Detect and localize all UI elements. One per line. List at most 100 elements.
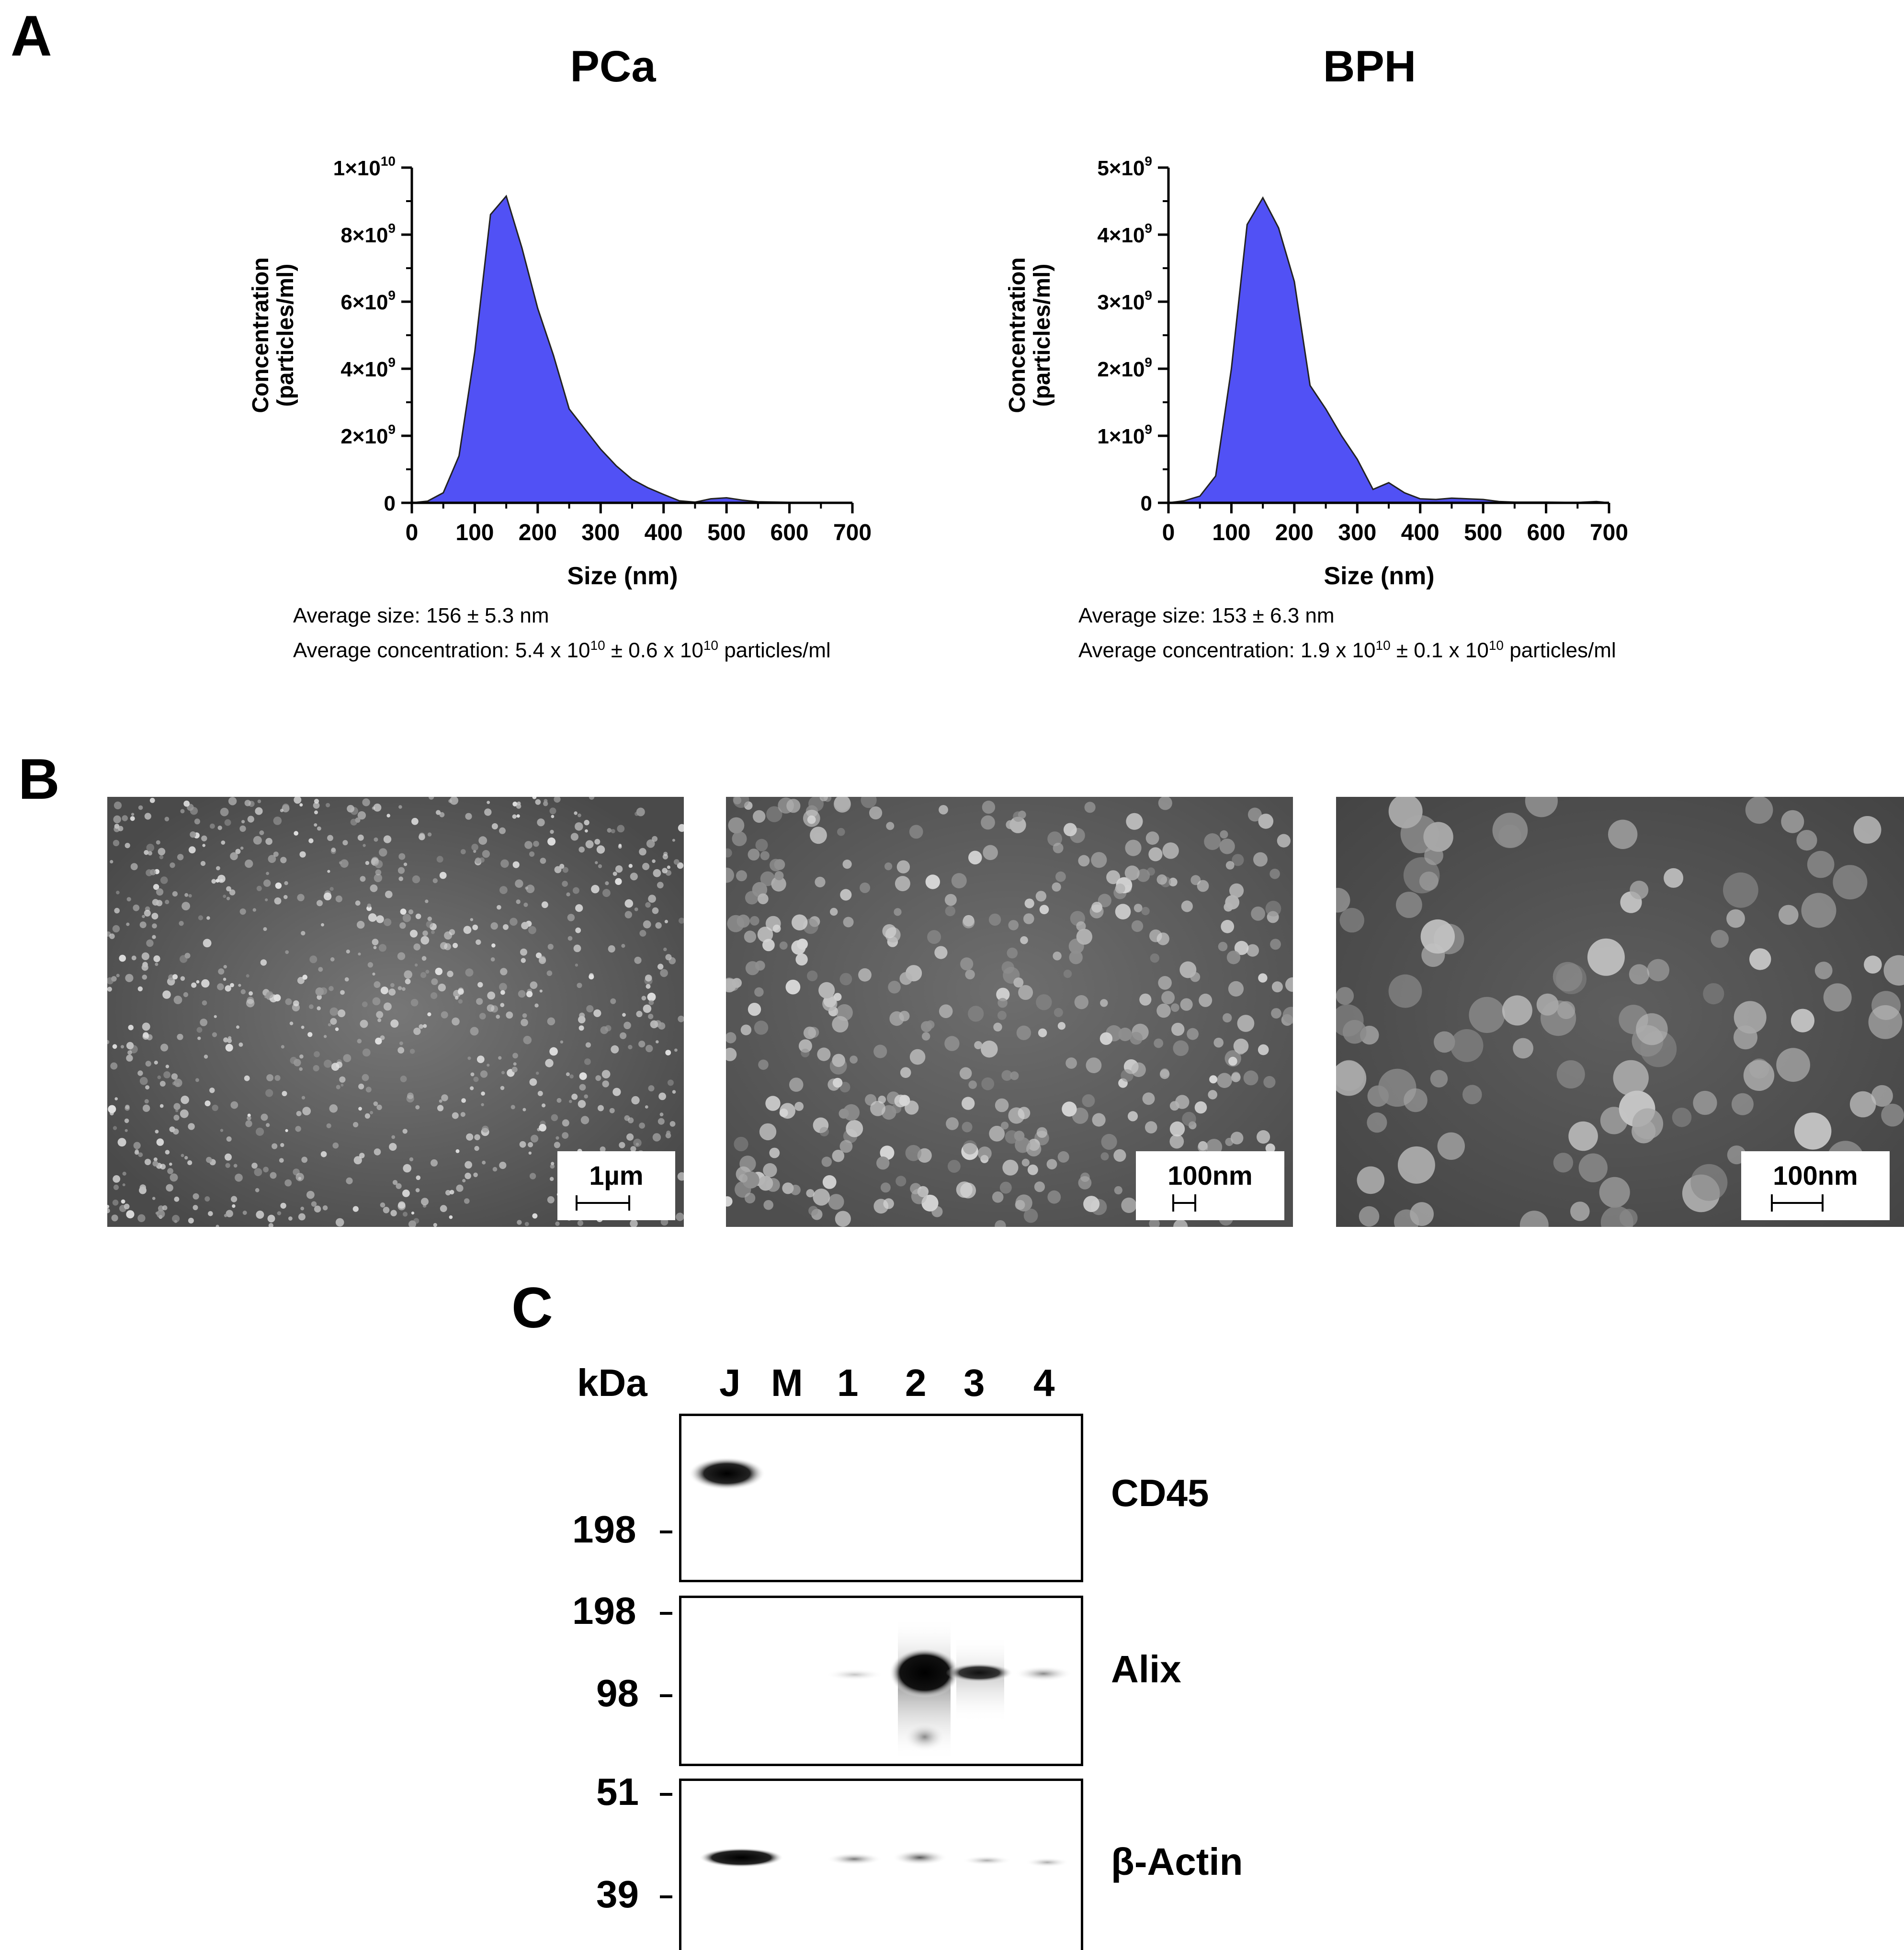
sem-particle [1587,938,1625,976]
sem-particle [360,1020,368,1028]
y-tick-label: 8×109 [340,221,396,247]
sem-particle [512,801,518,807]
sem-particle [658,1092,666,1100]
sem-particle [323,1035,327,1038]
sem-particle [634,907,638,911]
sem-particle [1251,907,1265,921]
sem-particle [570,833,578,841]
sem-particle [537,1090,543,1096]
sem-particle [1170,1003,1179,1012]
sem-particle [1197,1142,1208,1153]
sem-particle [1024,898,1034,908]
sem-particle [1169,1121,1185,1137]
sem-particle [792,914,808,930]
sem-particle [612,1088,621,1096]
sem-particle [748,849,760,861]
sem-particle [473,1172,478,1178]
sem-particle [968,1006,984,1022]
sem-particle [1020,936,1028,944]
sem-particle [380,1035,385,1040]
sem-particle [1871,1085,1893,1107]
sem-particle [201,835,207,841]
sem-particle [118,826,124,831]
sem-particle [398,805,402,809]
sem-particle [1218,941,1228,952]
sem-particle [172,974,178,980]
sem-particle [726,1196,733,1207]
sem-particle [639,930,646,937]
sem-particle [408,1220,416,1227]
sem-particle [1619,1209,1638,1227]
sem-particle [789,1077,804,1092]
sem-particle [183,992,189,998]
sem-particle [1282,1007,1293,1024]
sem-particle [1069,951,1083,964]
sem-particle [365,861,370,865]
sem-particle [480,1070,488,1078]
sem-particle [456,1184,464,1192]
sem-particle [1864,955,1882,974]
sem-particle [634,956,642,964]
sem-particle [482,1160,486,1165]
sem-particle [299,1067,303,1071]
sem-particle [254,1168,262,1176]
sem-particle [1613,1060,1649,1096]
sem-particle [479,1013,486,1020]
sem-particle [522,1108,526,1111]
sem-particle [1158,797,1172,810]
sem-particle [367,903,372,908]
sem-particle [1745,797,1773,824]
sem-particle [220,807,229,816]
sem-particle [284,1179,292,1187]
sem-particle [362,1074,369,1081]
sem-particle [204,1100,211,1107]
sem-particle [1462,1085,1482,1104]
sem-particle [630,1219,638,1227]
sem-particle [817,1047,831,1061]
sem-particle [324,1059,332,1068]
sem-particle [436,856,443,863]
sem-particle [460,849,466,854]
sem-particle [1608,819,1638,849]
sem-particle [449,929,455,935]
sem-particle [172,891,178,897]
sem-particle [173,1103,181,1110]
sem-particle [137,986,143,992]
sem-particle [113,1175,121,1183]
sem-particle [420,936,430,945]
x-tick-label: 700 [833,520,872,545]
sem-particle [470,918,474,921]
sem-particle [449,1190,454,1195]
sem-particle [315,987,324,996]
sem-particle [962,1122,973,1133]
sem-particle [253,836,262,845]
sem-particle [225,1153,232,1161]
sem-particle [338,1009,346,1018]
sem-particle [124,1118,129,1123]
sem-particle [371,857,379,864]
sem-particle [1194,1101,1207,1114]
sem-particle [1814,962,1833,979]
sem-particle [672,839,675,842]
sem-particle [159,855,164,860]
sem-particle [539,1124,546,1132]
sem-particle [244,1075,250,1081]
sem-particle [112,1044,117,1049]
sem-particle [1367,1112,1387,1133]
sem-particle [146,843,155,852]
sem-particle [302,1107,311,1115]
sem-particle [652,907,659,914]
sem-particle [803,809,820,827]
sem-particle [204,1054,208,1059]
sem-particle [1091,902,1102,913]
sem-particle [165,1150,170,1155]
sem-particle [184,1156,188,1160]
sem-particle [240,989,246,995]
sem-particle [589,797,595,800]
sem-particle [173,1114,180,1121]
sem-particle [126,897,131,902]
sem-particle [467,1056,471,1060]
sem-particle [288,1216,293,1221]
sem-particle [657,964,664,970]
sem-particle [215,1224,219,1227]
